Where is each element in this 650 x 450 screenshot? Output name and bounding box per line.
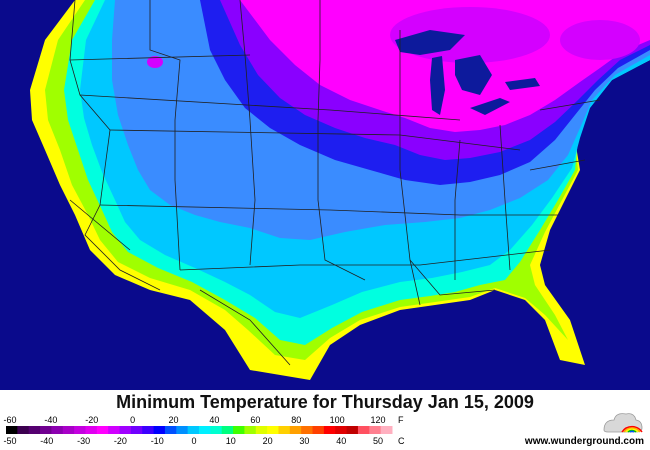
temperature-map: [0, 0, 650, 390]
legend-swatch: [199, 426, 211, 434]
legend-swatch: [369, 426, 382, 434]
legend-swatch: [96, 426, 109, 434]
legend-swatch: [17, 426, 30, 434]
legend-swatch: [289, 426, 302, 434]
legend-f-ticks: -60 -40 -20 0 20 40 60 80 100 120: [3, 415, 385, 425]
legend-c-tick: -40: [40, 436, 53, 446]
footer: Minimum Temperature for Thursday Jan 15,…: [0, 390, 650, 450]
legend-f-tick: 80: [291, 415, 301, 425]
legend-c-tick: 30: [299, 436, 309, 446]
wunderground-logo: [603, 413, 643, 433]
legend-swatch: [267, 426, 279, 434]
legend-swatch: [323, 426, 336, 434]
legend-swatch: [51, 426, 64, 434]
legend-swatch: [312, 426, 325, 434]
legend-c-tick: -20: [114, 436, 127, 446]
legend-swatch: [142, 426, 155, 434]
legend-swatch: [130, 426, 143, 434]
legend-c-tick: 50: [373, 436, 383, 446]
lake-superior: [395, 30, 465, 55]
brand-url[interactable]: www.wunderground.com: [524, 436, 644, 447]
legend-swatch: [6, 426, 18, 434]
legend-swatch: [233, 426, 245, 434]
legend-swatch: [301, 426, 314, 434]
lake-michigan: [430, 56, 445, 115]
legend-swatch: [346, 426, 359, 434]
lake-erie: [470, 98, 510, 115]
legend-swatch: [176, 426, 189, 434]
legend-f-tick: 40: [209, 415, 219, 425]
legend-f-tick: 60: [250, 415, 260, 425]
legend-swatch: [278, 426, 291, 434]
legend-swatch: [153, 426, 166, 434]
legend-swatch: [335, 426, 348, 434]
legend-swatch: [187, 426, 200, 434]
legend-f-tick: 100: [330, 415, 345, 425]
legend-swatches: [6, 426, 393, 434]
legend-swatch: [119, 426, 132, 434]
legend-swatch: [244, 426, 257, 434]
legend-c-ticks: -50 -40 -30 -20 -10 0 10 20 30 40 50: [3, 436, 383, 446]
lake-ontario: [505, 78, 540, 90]
state-borders: [69, 0, 601, 366]
legend-f-tick: 120: [370, 415, 385, 425]
legend-f-tick: 20: [169, 415, 179, 425]
legend-swatch: [62, 426, 75, 434]
legend-f-tick: 0: [130, 415, 135, 425]
legend-c-tick: 20: [263, 436, 273, 446]
legend-swatch: [357, 426, 370, 434]
legend-swatch: [255, 426, 268, 434]
legend-unit-f: F: [398, 415, 404, 425]
legend-c-tick: 0: [191, 436, 196, 446]
legend-f-tick: -40: [44, 415, 57, 425]
legend-c-tick: -30: [77, 436, 90, 446]
legend-swatch: [28, 426, 41, 434]
legend-swatch: [380, 426, 393, 434]
temperature-legend: -60 -40 -20 0 20 40 60 80 100 120 -50 -40 -30 -20 -10…: [3, 415, 405, 446]
legend-swatch: [85, 426, 98, 434]
legend-c-tick: 40: [336, 436, 346, 446]
legend-swatch: [40, 426, 52, 434]
legend-swatch: [108, 426, 121, 434]
legend-swatch: [210, 426, 223, 434]
legend-unit-c: C: [398, 436, 405, 446]
legend-f-tick: -20: [85, 415, 98, 425]
legend-c-tick: 10: [226, 436, 236, 446]
zone-minus20f-northeast: [560, 20, 640, 60]
legend-c-tick: -10: [151, 436, 164, 446]
legend-c-tick: -50: [3, 436, 16, 446]
map-title: Minimum Temperature for Thursday Jan 15,…: [116, 392, 534, 412]
zone-minus20f-rockies: [147, 56, 163, 68]
legend-swatch: [221, 426, 234, 434]
legend-swatch: [164, 426, 177, 434]
legend-swatch: [74, 426, 86, 434]
legend-f-tick: -60: [3, 415, 16, 425]
lake-huron: [455, 55, 492, 95]
